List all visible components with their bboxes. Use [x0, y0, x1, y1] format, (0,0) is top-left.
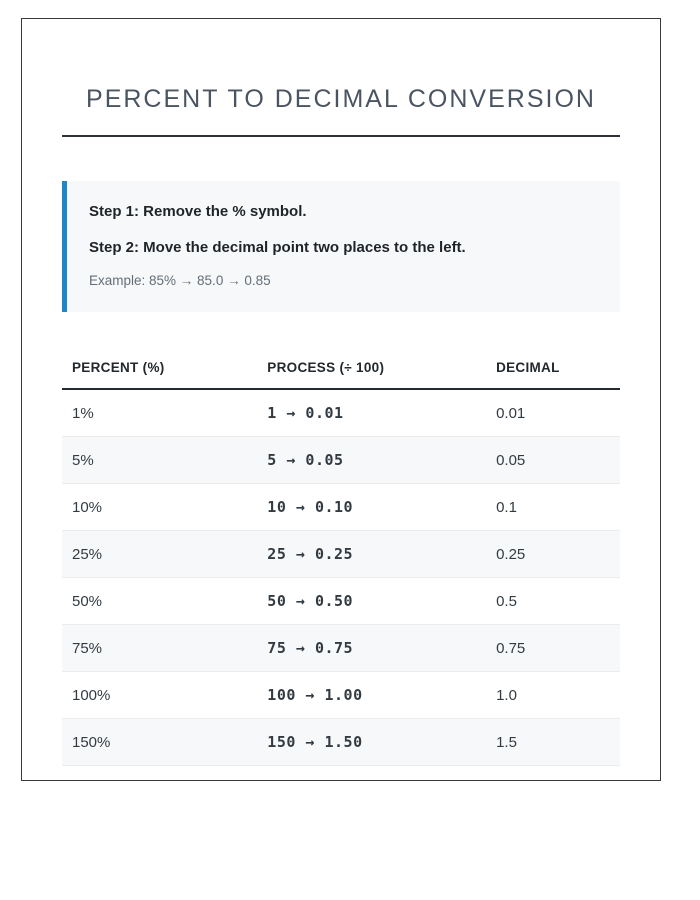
- percent-cell: 50%: [62, 577, 258, 625]
- percent-cell: 150%: [62, 718, 258, 766]
- step-1-text: Step 1: Remove the % symbol.: [89, 203, 307, 220]
- steps-callout: Step 1: Remove the % symbol. Step 2: Mov…: [62, 181, 620, 312]
- process-cell: 100 → 1.00: [257, 671, 487, 719]
- percent-cell: 10%: [62, 483, 258, 531]
- table-header: PERCENT (%) PROCESS (÷ 100) DECIMAL: [62, 350, 620, 390]
- percent-cell: 1%: [62, 389, 258, 437]
- percent-cell: 25%: [62, 530, 258, 578]
- decimal-cell: 0.1: [486, 483, 620, 531]
- header-process: PROCESS (÷ 100): [257, 350, 487, 390]
- process-cell: 50 → 0.50: [257, 577, 487, 625]
- decimal-cell: 0.25: [486, 530, 620, 578]
- process-cell: 150 → 1.50: [257, 718, 487, 766]
- process-cell: 75 → 0.75: [257, 624, 487, 672]
- table-row: 50% 50 → 0.50 0.5: [62, 577, 620, 625]
- header-percent: PERCENT (%): [62, 350, 258, 390]
- page-title: PERCENT TO DECIMAL CONVERSION: [86, 85, 596, 113]
- example-text: Example: 85% → 85.0 → 0.85: [89, 273, 271, 288]
- table-row: 100% 100 → 1.00 1.0: [62, 671, 620, 719]
- process-cell: 25 → 0.25: [257, 530, 487, 578]
- title-divider: [62, 135, 620, 137]
- process-cell: 10 → 0.10: [257, 483, 487, 531]
- table-row: 150% 150 → 1.50 1.5: [62, 718, 620, 766]
- conversion-table: PERCENT (%) PROCESS (÷ 100) DECIMAL 1% 1…: [62, 350, 620, 766]
- process-cell: 1 → 0.01: [257, 389, 487, 437]
- percent-cell: 5%: [62, 436, 258, 484]
- document-frame: PERCENT TO DECIMAL CONVERSION Step 1: Re…: [21, 18, 661, 781]
- step-2-text: Step 2: Move the decimal point two place…: [89, 239, 466, 256]
- table-body: 1% 1 → 0.01 0.01 5% 5 → 0.05 0.05 10% 10…: [62, 389, 620, 766]
- decimal-cell: 0.5: [486, 577, 620, 625]
- decimal-cell: 1.5: [486, 718, 620, 766]
- table-row: 25% 25 → 0.25 0.25: [62, 530, 620, 578]
- process-cell: 5 → 0.05: [257, 436, 487, 484]
- percent-cell: 75%: [62, 624, 258, 672]
- decimal-cell: 0.75: [486, 624, 620, 672]
- decimal-cell: 1.0: [486, 671, 620, 719]
- table-row: 1% 1 → 0.01 0.01: [62, 389, 620, 437]
- table-row: 5% 5 → 0.05 0.05: [62, 436, 620, 484]
- decimal-cell: 0.05: [486, 436, 620, 484]
- decimal-cell: 0.01: [486, 389, 620, 437]
- table-row: 75% 75 → 0.75 0.75: [62, 624, 620, 672]
- header-decimal: DECIMAL: [486, 350, 620, 390]
- table-header-row: PERCENT (%) PROCESS (÷ 100) DECIMAL: [62, 350, 620, 390]
- table-row: 10% 10 → 0.10 0.1: [62, 483, 620, 531]
- percent-cell: 100%: [62, 671, 258, 719]
